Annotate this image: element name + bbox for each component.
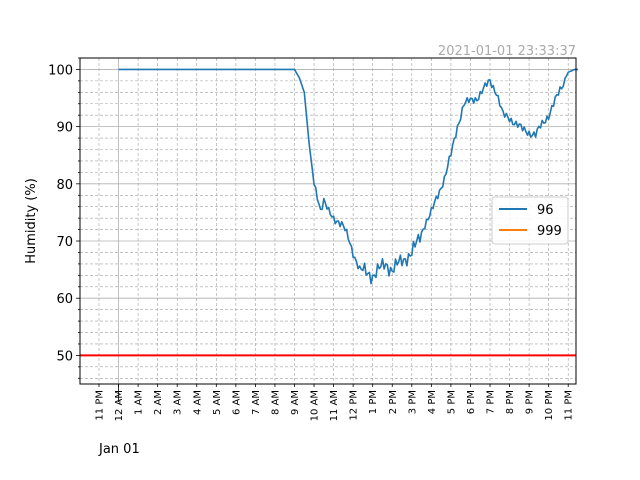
x-tick-label: 6 AM xyxy=(231,390,242,415)
x-tick-label: 1 PM xyxy=(368,390,379,414)
y-tick-label: 90 xyxy=(56,121,73,136)
x-tick-label: 11 PM xyxy=(95,390,106,421)
legend-label-96: 96 xyxy=(537,203,554,218)
x-tick-label: 4 PM xyxy=(427,390,438,414)
x-tick-label: 10 AM xyxy=(310,390,321,421)
x-tick-label: 9 PM xyxy=(525,390,536,414)
y-tick-label: 70 xyxy=(56,235,73,250)
x-tick-label: 12 PM xyxy=(349,390,360,421)
y-axis-ticks: 50 60 70 80 90 100 xyxy=(48,57,80,379)
x-tick-label: 6 PM xyxy=(466,390,477,414)
x-tick-label: 11 AM xyxy=(329,390,340,421)
x-tick-label: 8 PM xyxy=(505,390,516,414)
x-axis-ticks: 11 PM 12 AM 1 AM 2 AM 3 AM 4 AM 5 AM 6 AM 7 AM 8 … xyxy=(95,384,575,421)
x-tick-label: 7 PM xyxy=(486,390,497,414)
x-tick-label: 5 PM xyxy=(446,390,457,414)
x-tick-label: 8 AM xyxy=(270,390,281,415)
x-tick-label: 3 AM xyxy=(173,390,184,415)
x-tick-label: 10 PM xyxy=(544,390,555,421)
legend-label-999: 999 xyxy=(537,224,562,239)
x-tick-label: 9 AM xyxy=(290,390,301,415)
series-line-96 xyxy=(118,68,578,285)
x-tick-label: 4 AM xyxy=(192,390,203,415)
legend: 96 999 xyxy=(491,196,569,245)
x-tick-label: 5 AM xyxy=(212,390,223,415)
timestamp-label: 2021-01-01 23:33:37 xyxy=(438,44,576,59)
y-tick-label: 60 xyxy=(56,292,73,307)
x-tick-label: 2 PM xyxy=(388,390,399,414)
x-tick-label: 2 AM xyxy=(153,390,164,415)
x-tick-label: 1 AM xyxy=(134,390,145,415)
date-label: Jan 01 xyxy=(98,442,140,457)
y-tick-label: 100 xyxy=(48,63,73,78)
x-tick-label: 11 PM xyxy=(564,390,575,421)
plot-frame xyxy=(79,57,577,385)
y-tick-label: 80 xyxy=(56,178,73,193)
y-tick-label: 50 xyxy=(56,349,73,364)
x-tick-label: 3 PM xyxy=(407,390,418,414)
y-axis-label: Humidity (%) xyxy=(24,178,39,264)
series-lines xyxy=(118,68,578,285)
x-tick-label: 12 AM xyxy=(114,390,125,421)
x-tick-label: 7 AM xyxy=(251,390,262,415)
